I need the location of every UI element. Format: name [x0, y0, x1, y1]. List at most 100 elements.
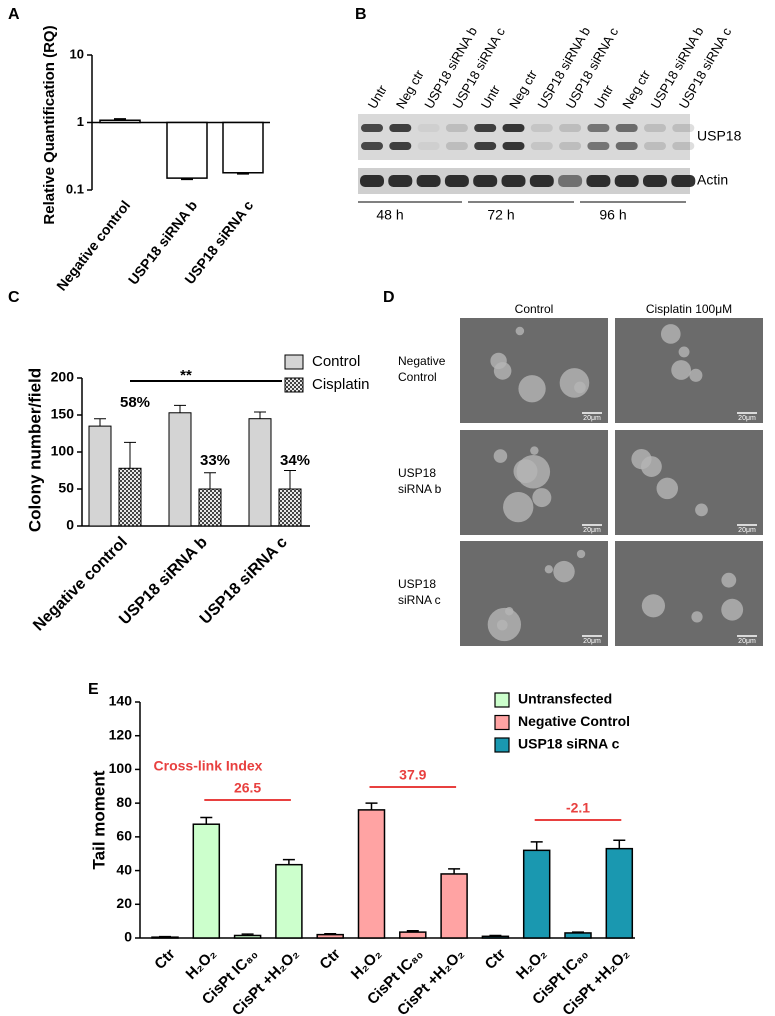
error-bar: [200, 816, 213, 825]
y-tick-label: 0: [66, 517, 74, 533]
micrograph: [460, 541, 608, 646]
row-label-line: USP18: [398, 466, 436, 480]
y-tick-label: 200: [51, 369, 75, 385]
x-tick-label: H₂O₂: [513, 946, 550, 983]
error-bar: [241, 933, 254, 936]
y-tick-label: 20: [116, 895, 132, 911]
y-axis-label: Tail moment: [89, 770, 108, 869]
legend-swatch: [284, 377, 304, 393]
y-tick-label: 100: [109, 760, 133, 776]
error-bar: [159, 935, 171, 938]
band: [615, 142, 638, 150]
colony: [689, 368, 703, 382]
error-bar: [124, 441, 136, 469]
colony: [515, 326, 525, 336]
lane-label: Untr: [365, 82, 391, 111]
band: [501, 175, 526, 187]
colony: [576, 549, 586, 559]
row-label-line: USP18: [398, 577, 436, 591]
column-label: Cisplatin 100μM: [646, 302, 732, 316]
x-tick-label: Ctr: [316, 946, 343, 973]
bar: [198, 488, 222, 527]
colony: [656, 477, 679, 500]
band: [530, 124, 553, 132]
y-tick-label: 40: [116, 861, 132, 877]
scale-bar-label: 20μm: [738, 527, 756, 534]
y-tick-label: 50: [58, 480, 74, 496]
y-tick-label: 100: [51, 443, 75, 459]
error-bar: [174, 404, 186, 413]
band: [388, 175, 413, 187]
time-label: 48 h: [376, 207, 403, 223]
error-bar: [572, 931, 584, 933]
x-tick-label: Negative control: [53, 197, 133, 293]
scale-bar-label: 20μm: [583, 638, 601, 645]
bar: [166, 121, 208, 179]
band: [361, 124, 383, 132]
colony: [641, 594, 666, 618]
y-tick-label: 150: [51, 406, 75, 422]
colony: [496, 619, 508, 631]
bar: [564, 932, 592, 939]
band: [444, 175, 469, 187]
band: [644, 124, 666, 132]
bar: [118, 467, 142, 527]
error-bar: [448, 868, 461, 874]
band: [672, 124, 695, 132]
colony: [695, 503, 708, 517]
band: [587, 142, 610, 150]
bar: [399, 931, 427, 939]
band: [445, 124, 468, 132]
error-bar: [324, 933, 337, 935]
time-label: 96 h: [599, 207, 626, 223]
bar: [88, 425, 112, 527]
row-label-line: siRNA b: [398, 482, 442, 496]
bar: [248, 418, 272, 527]
error-bar: [254, 411, 266, 419]
bar: [357, 809, 386, 939]
colony: [513, 459, 538, 484]
y-tick-label: 10: [70, 46, 84, 61]
annotation-title: Cross-link Index: [154, 758, 263, 774]
scale-bar-label: 20μm: [738, 638, 756, 645]
bar: [316, 933, 344, 939]
colony: [490, 352, 507, 370]
x-tick-label: Ctr: [482, 946, 509, 973]
panel-letter: D: [383, 289, 395, 306]
annotation-label: -2.1: [566, 800, 590, 816]
significance-label: **: [180, 367, 192, 384]
legend-swatch: [494, 714, 510, 731]
band: [502, 124, 525, 132]
band: [615, 124, 638, 132]
row-label: Negative Control: [398, 354, 446, 384]
y-tick-label: 0.1: [66, 181, 84, 196]
error-bar: [282, 858, 295, 865]
percent-label: 33%: [200, 452, 230, 469]
band: [644, 142, 666, 150]
x-tick-label: Ctr: [151, 946, 178, 973]
bar: [99, 119, 141, 124]
bar: [278, 488, 302, 527]
bar: [222, 121, 264, 174]
panel-letter: E: [88, 681, 99, 698]
legend-swatch: [494, 737, 510, 753]
micrograph: [615, 430, 763, 535]
row-label: USP18 siRNA c: [398, 577, 441, 607]
bar: [233, 934, 262, 939]
scale-bar-label: 20μm: [583, 527, 601, 534]
x-tick-label: H₂O₂: [348, 946, 385, 983]
error-bar: [489, 934, 502, 937]
y-tick-label: 80: [116, 794, 132, 810]
band: [417, 124, 440, 132]
bar: [192, 823, 221, 939]
panel-letter: A: [8, 6, 20, 23]
error-bar: [94, 418, 106, 427]
bar: [522, 849, 551, 939]
blot-usp18: [358, 114, 690, 160]
lane-label: Untr: [591, 82, 617, 111]
band: [671, 175, 696, 187]
error-bar: [365, 802, 378, 810]
band: [361, 142, 383, 150]
error-bar: [204, 472, 216, 489]
